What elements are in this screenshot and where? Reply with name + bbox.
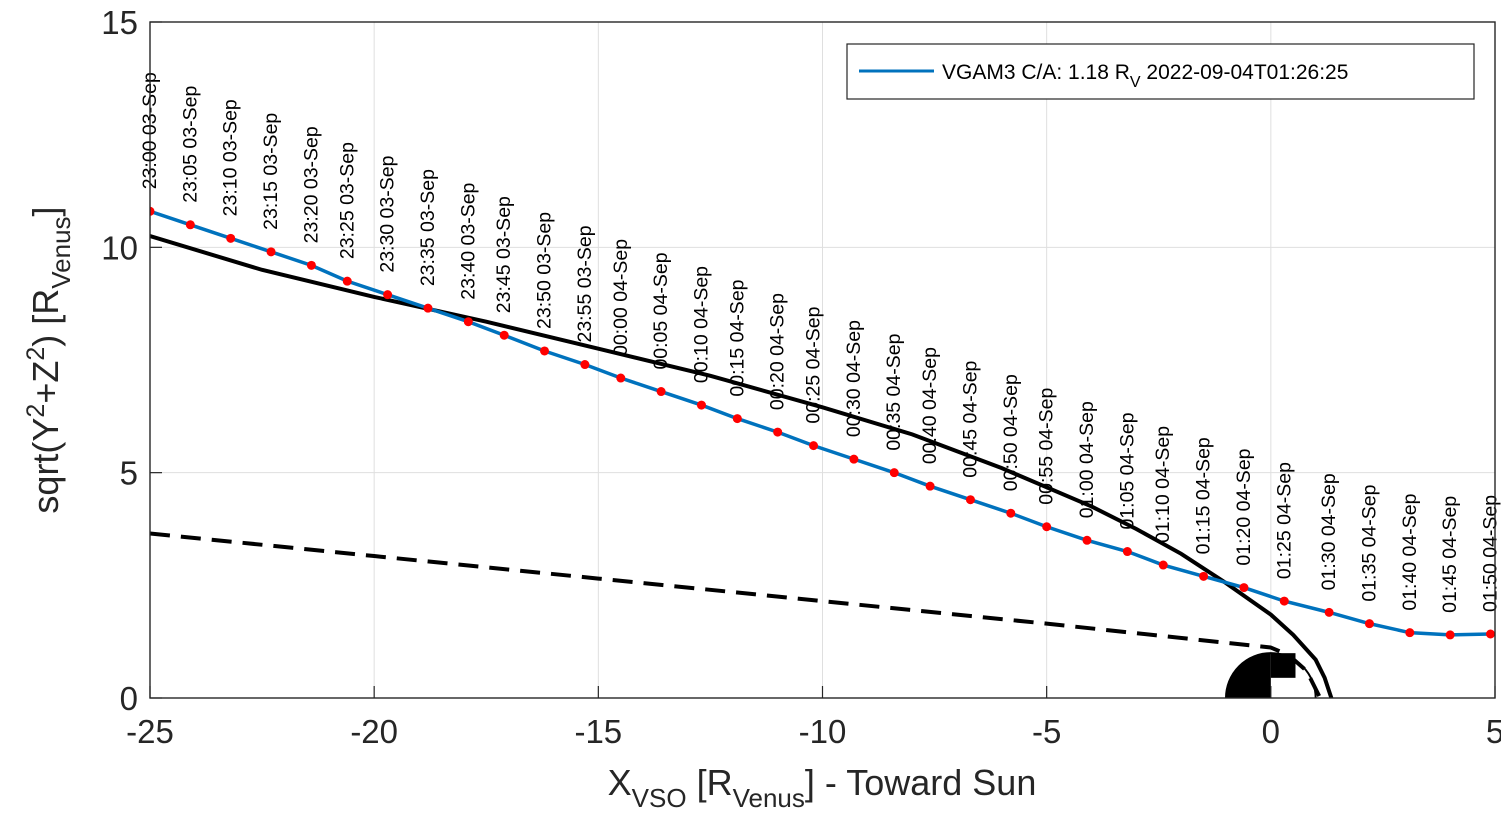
trajectory-marker xyxy=(499,330,509,340)
time-label: 01:35 04-Sep xyxy=(1358,484,1380,601)
trajectory-marker xyxy=(809,441,819,451)
trajectory-marker xyxy=(732,414,742,424)
time-label: 23:35 03-Sep xyxy=(417,169,439,286)
time-label: 01:50 04-Sep xyxy=(1480,495,1501,612)
x-axis-title: XVSO [RVenus] - Toward Sun xyxy=(608,762,1037,813)
time-labels: 23:00 03-Sep 23:05 03-Sep 23:10 03-Sep 23:1… xyxy=(139,72,1501,613)
time-label: 00:55 04-Sep xyxy=(1036,387,1058,504)
time-label: 00:40 04-Sep xyxy=(919,347,941,464)
time-label: 00:15 04-Sep xyxy=(726,279,748,396)
trajectory-marker xyxy=(266,247,276,257)
time-label: 01:30 04-Sep xyxy=(1318,473,1340,590)
trajectory-marker xyxy=(423,303,433,313)
time-label: 00:10 04-Sep xyxy=(690,266,712,383)
trajectory-marker xyxy=(1364,619,1374,629)
y-tick-label: 0 xyxy=(120,680,138,717)
trajectory-marker xyxy=(925,481,935,491)
time-label: 23:55 03-Sep xyxy=(574,225,596,342)
y-tick-label: 10 xyxy=(101,229,138,266)
trajectory-marker xyxy=(849,454,859,464)
trajectory-marker xyxy=(696,400,706,410)
y-tick-label: 15 xyxy=(101,4,138,41)
trajectory-marker xyxy=(656,387,666,397)
trajectory-marker xyxy=(965,495,975,505)
x-tick-label: -25 xyxy=(126,713,174,750)
trajectory-marker xyxy=(1445,630,1455,640)
time-label: 23:20 03-Sep xyxy=(300,126,322,243)
x-tick-label: 0 xyxy=(1262,713,1280,750)
legend-box xyxy=(846,43,1475,100)
time-label: 23:30 03-Sep xyxy=(377,155,399,272)
trajectory-marker xyxy=(616,373,626,383)
time-label: 23:05 03-Sep xyxy=(179,86,201,203)
time-label: 23:45 03-Sep xyxy=(493,196,515,313)
trajectory-marker xyxy=(1199,571,1209,581)
time-label: 23:25 03-Sep xyxy=(336,142,358,259)
trajectory-marker xyxy=(773,427,783,437)
y-axis-title: sqrt(Y2+Z2) [RVenus] xyxy=(22,206,76,513)
time-label: 00:30 04-Sep xyxy=(843,320,865,437)
trajectory-marker xyxy=(185,220,195,230)
time-label: 00:20 04-Sep xyxy=(767,293,789,410)
y-tick-label: 5 xyxy=(120,455,138,492)
time-label: 01:10 04-Sep xyxy=(1152,426,1174,543)
x-tick-label: -20 xyxy=(350,713,398,750)
trajectory-marker xyxy=(1486,629,1495,639)
trajectory-marker xyxy=(1082,535,1092,545)
trajectory-marker xyxy=(1279,596,1289,606)
legend: VGAM3 C/A: 1.18 RV 2022-09-04T01:26:25 xyxy=(846,43,1475,100)
trajectory-marker xyxy=(150,206,155,216)
trajectory-marker xyxy=(1122,547,1132,557)
time-label: 01:20 04-Sep xyxy=(1233,448,1255,565)
trajectory-marker xyxy=(889,468,899,478)
trajectory-marker xyxy=(580,360,590,370)
time-label: 00:50 04-Sep xyxy=(1000,374,1022,491)
x-tick-label: -10 xyxy=(799,713,847,750)
time-label: 00:05 04-Sep xyxy=(650,252,672,369)
x-tick-label: -15 xyxy=(574,713,622,750)
ticks: -25 -20 -15 -10 -5 0 5 0 5 10 15 xyxy=(101,4,1501,750)
time-label: 00:00 04-Sep xyxy=(610,239,632,356)
time-label: 23:10 03-Sep xyxy=(220,99,242,216)
time-label: 00:45 04-Sep xyxy=(959,360,981,477)
time-label: 01:25 04-Sep xyxy=(1273,462,1295,579)
time-label: 00:25 04-Sep xyxy=(803,306,825,423)
trajectory-marker xyxy=(1006,508,1016,518)
trajectory-marker xyxy=(540,346,550,356)
time-label: 23:40 03-Sep xyxy=(457,182,479,299)
ionopause-dashed-boundary xyxy=(150,531,1322,698)
time-label: 01:05 04-Sep xyxy=(1116,412,1138,529)
x-tick-label: -5 xyxy=(1032,713,1061,750)
time-label: 00:35 04-Sep xyxy=(883,333,905,450)
trajectory-marker xyxy=(1405,628,1415,638)
series-layer xyxy=(150,206,1495,698)
trajectory-marker xyxy=(1324,607,1334,617)
bow-shock-boundary xyxy=(150,234,1334,698)
time-label: 23:15 03-Sep xyxy=(260,113,282,230)
time-label: 23:50 03-Sep xyxy=(534,212,556,329)
trajectory-marker xyxy=(342,276,352,286)
trajectory-marker xyxy=(463,317,473,327)
venus-night-side xyxy=(1226,653,1271,698)
trajectory-marker xyxy=(226,233,236,243)
legend-entry-label: VGAM3 C/A: 1.18 RV 2022-09-04T01:26:25 xyxy=(942,61,1348,91)
time-label: 01:00 04-Sep xyxy=(1076,401,1098,518)
trajectory-marker xyxy=(1158,560,1168,570)
time-label: 01:45 04-Sep xyxy=(1439,496,1461,613)
trajectory-marker xyxy=(306,260,316,270)
trajectory-marker xyxy=(1042,522,1052,532)
trajectory-marker xyxy=(1239,583,1249,593)
time-label: 01:40 04-Sep xyxy=(1399,493,1421,610)
x-tick-label: 5 xyxy=(1486,713,1501,750)
trajectory-marker xyxy=(383,290,393,300)
time-label: 01:15 04-Sep xyxy=(1193,437,1215,554)
